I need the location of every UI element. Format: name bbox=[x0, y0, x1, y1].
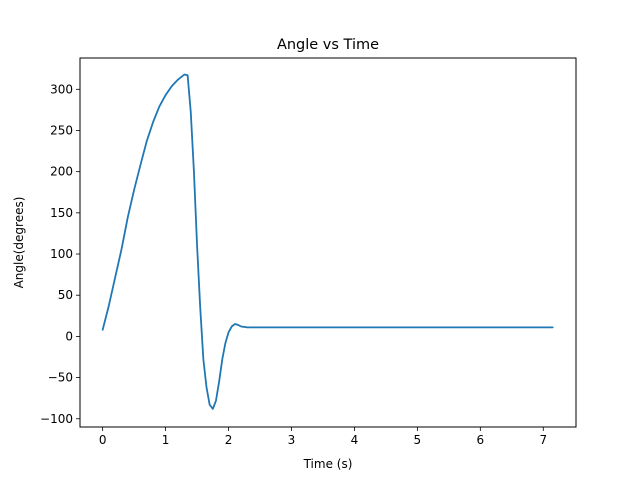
y-tick-label: 300 bbox=[50, 82, 73, 96]
y-tick-label: 150 bbox=[50, 206, 73, 220]
y-tick-label: 50 bbox=[58, 288, 73, 302]
x-tick-label: 3 bbox=[288, 433, 296, 447]
y-tick-label: −50 bbox=[48, 371, 73, 385]
x-tick-label: 0 bbox=[99, 433, 107, 447]
y-tick-label: 0 bbox=[65, 329, 73, 343]
y-tick-label: −100 bbox=[40, 412, 73, 426]
y-tick-label: 100 bbox=[50, 247, 73, 261]
x-tick-label: 7 bbox=[539, 433, 547, 447]
y-tick-label: 200 bbox=[50, 165, 73, 179]
x-tick-label: 6 bbox=[477, 433, 485, 447]
x-tick-label: 1 bbox=[162, 433, 170, 447]
chart-title: Angle vs Time bbox=[277, 37, 379, 53]
y-axis-label: Angle(degrees) bbox=[12, 197, 26, 289]
y-tick-label: 250 bbox=[50, 123, 73, 137]
x-tick-label: 5 bbox=[414, 433, 422, 447]
series-line-0 bbox=[101, 73, 554, 410]
x-axis-label: Time (s) bbox=[303, 457, 353, 471]
x-tick-label: 4 bbox=[351, 433, 359, 447]
x-tick-label: 2 bbox=[225, 433, 233, 447]
plot-frame bbox=[79, 57, 577, 428]
